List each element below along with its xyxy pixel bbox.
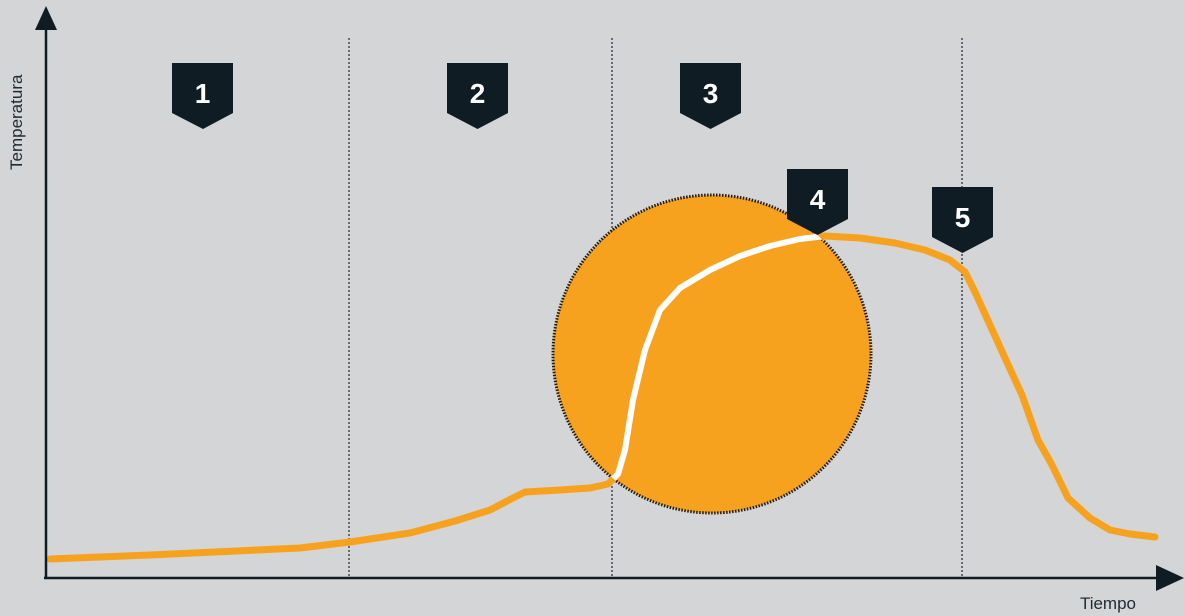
y-axis-label: Temperatura — [7, 74, 26, 170]
phase-badge-1-label: 1 — [195, 78, 211, 109]
x-axis-label: Tiempo — [1080, 594, 1136, 613]
phase-badge-5-label: 5 — [955, 202, 971, 233]
phase-badge-3: 3 — [680, 63, 741, 129]
phase-badge-2-label: 2 — [470, 78, 486, 109]
phase-badge-4: 4 — [787, 169, 848, 235]
x-axis-arrow — [1156, 565, 1184, 591]
phase-badge-3-label: 3 — [703, 78, 719, 109]
highlight-circle — [551, 193, 873, 515]
phase-badge-5: 5 — [932, 187, 993, 253]
y-axis-arrow — [35, 6, 57, 30]
phase-badge-2: 2 — [447, 63, 508, 129]
temperature-curve-highlight — [605, 233, 828, 487]
phase-badge-1: 1 — [172, 63, 233, 129]
phase-badge-4-label: 4 — [810, 184, 826, 215]
